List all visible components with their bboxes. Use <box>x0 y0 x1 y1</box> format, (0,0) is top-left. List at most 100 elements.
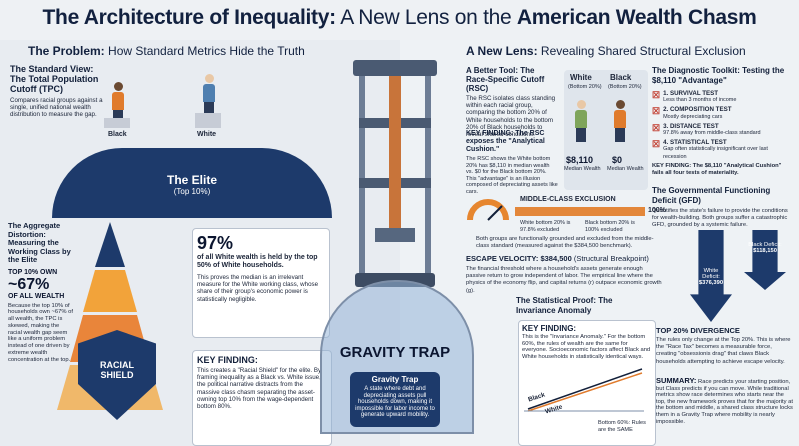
toolkit-test-1: ☒ 1. SURVIVAL TEST Less than 3 months of i… <box>652 90 792 104</box>
rsc-white-value: $8,110 <box>566 155 594 165</box>
proof-heading: The Statistical Proof: The Invariance An… <box>516 296 646 316</box>
left-key-finding-text: This creates a "Racial Shield" for the e… <box>197 367 322 411</box>
rsc-key-finding: KEY FINDING: The RSC exposes the "Analyt… <box>466 130 558 196</box>
gfd-block: The Governmental Functioning Deficit (GF… <box>652 186 792 230</box>
rsc-white-sub: (Bottom 20%) <box>568 84 602 90</box>
escape-title: ESCAPE VELOCITY: $384,500 <box>466 254 572 263</box>
aggregate-block: The Aggregate Distortion: Measuring the … <box>8 221 74 364</box>
test-4-desc: Gap often statistically insignificant ov… <box>663 146 768 160</box>
stat-97-desc: This proves the median is an irrelevant … <box>197 274 319 303</box>
title-bold-2: American Wealth Chasm <box>516 6 757 29</box>
x-icon: ☒ <box>652 122 661 133</box>
rsc-black-sub: (Bottom 20%) <box>608 84 642 90</box>
toolkit-test-4: ☒ 4. STATISTICAL TEST Gap often statistica… <box>652 139 792 161</box>
exclusion-gauge <box>467 199 509 221</box>
divergence-title: TOP 20% DIVERGENCE <box>656 326 740 335</box>
toolkit-test-2: ☒ 2. COMPOSITION TEST Mostly depreciating … <box>652 106 792 120</box>
mce-bar <box>515 207 645 216</box>
title-light: A New Lens on the <box>335 6 517 29</box>
rsc-desc: The RSC isolates class standing within e… <box>466 95 556 139</box>
left-key-finding-card: KEY FINDING: This creates a "Racial Shie… <box>192 350 332 446</box>
x-icon: ☒ <box>652 90 661 100</box>
aggregate-desc: Because the top 10% of households own ~6… <box>8 302 73 363</box>
white-deficit-title: White Deficit: <box>702 268 720 280</box>
proof-bottom-label: Bottom 60%: Rules are the SAME <box>598 420 646 434</box>
escape-velocity: ESCAPE VELOCITY: $384,500 (Structural Br… <box>466 254 662 295</box>
white-deficit-label: White Deficit: $376,390 <box>694 268 728 286</box>
toolkit-finding: KEY FINDING: The $8,110 "Analytical Cush… <box>652 162 782 177</box>
escape-sub: (Structural Breakpoint) <box>571 254 649 263</box>
white-deficit-value: $376,390 <box>698 280 724 286</box>
rsc-key-finding-title: KEY FINDING: The RSC exposes the "Analyt… <box>466 130 545 153</box>
shield-line-1: RACIAL <box>100 360 134 370</box>
mce-percent: 100% <box>648 207 666 214</box>
mce-title: MIDDLE-CLASS EXCLUSION <box>520 196 616 203</box>
gravity-trap-label: GRAVITY TRAP <box>339 344 451 361</box>
summary-block: SUMMARY: Race predicts your starting pos… <box>656 377 794 425</box>
stat-97-text: of all White wealth is held by the top 5… <box>197 254 318 269</box>
gfd-text: Quantifies the state's failure to provid… <box>652 208 788 229</box>
mce-black-legend: Black bottom 20% is 100% excluded <box>585 220 635 234</box>
test-2-desc: Mostly depreciating cars <box>663 113 723 120</box>
test-1-desc: Less than 3 months of income <box>663 97 737 104</box>
rsc-white-label: White <box>570 73 592 82</box>
black-person-figure <box>112 82 124 124</box>
summary-text: Race predicts your starting position, bu… <box>656 379 793 425</box>
shield-line-2: SHIELD <box>100 370 134 380</box>
toolkit-test-3: ☒ 3. DISTANCE TEST 97.8% away from middle-… <box>652 123 792 137</box>
aggregate-subtitle: OF ALL WEALTH <box>8 292 65 300</box>
right-heading-bold: A New Lens: <box>466 44 538 58</box>
right-section-heading: A New Lens: Revealing Shared Structural … <box>466 44 746 58</box>
left-heading-bold: The Problem: <box>28 44 105 58</box>
standard-view: The Standard View: The Total Population … <box>10 64 105 119</box>
white-pedestal <box>195 113 221 128</box>
gfd-title: The Governmental Functioning Deficit (GF… <box>652 186 771 205</box>
proof-key-text: This is the "Invariance Anomaly." For th… <box>522 334 651 360</box>
glass-dome <box>320 280 474 434</box>
proof-key-title: KEY FINDING: <box>522 324 577 333</box>
right-heading-rest: Revealing Shared Structural Exclusion <box>537 44 746 58</box>
test-3-desc: 97.8% away from middle-class standard <box>663 130 761 137</box>
black-pedestal <box>104 118 130 128</box>
hydraulic-press <box>353 60 437 287</box>
elite-subtitle: (Top 10%) <box>173 187 211 196</box>
proof-card: KEY FINDING: This is the "Invariance Ano… <box>518 320 656 446</box>
rsc-black-label: Black <box>610 73 632 82</box>
rsc-black-value-sub: Median Wealth <box>607 166 644 172</box>
rsc-white-value-sub: Median Wealth <box>564 166 601 172</box>
rsc-black-value: $0 <box>612 155 623 165</box>
black-deficit-label: Black Deficit: $118,150 <box>748 242 782 254</box>
page-title: The Architecture of Inequality: A New Le… <box>0 0 799 36</box>
test-2-name: 2. COMPOSITION TEST <box>663 106 732 114</box>
stat-97-card: 97% of all White wealth is held by the t… <box>192 228 330 338</box>
stat-97-value: 97% <box>197 233 234 253</box>
standard-label-white: White <box>197 131 217 138</box>
escape-text: The financial threshold where a househol… <box>466 266 662 294</box>
white-person-figure <box>203 74 215 116</box>
aggregate-title: The Aggregate Distortion: Measuring the … <box>8 221 71 264</box>
test-4-name: 4. STATISTICAL TEST <box>663 139 727 147</box>
standard-view-title: The Standard View: The Total Population … <box>10 64 99 94</box>
test-3-name: 3. DISTANCE TEST <box>663 122 719 130</box>
elite-dome: The Elite (Top 10%) <box>52 148 332 218</box>
rsc-white-figure <box>575 100 587 142</box>
mce-desc: Both groups are functionally grounded an… <box>476 236 654 250</box>
test-1-name: 1. SURVIVAL TEST <box>663 90 719 97</box>
black-deficit-title: Black Deficit: <box>748 242 782 248</box>
aggregate-top-label: TOP 10% OWN <box>8 268 58 276</box>
title-bold-1: The Architecture of Inequality: <box>42 6 337 29</box>
rsc-block: A Better Tool: The Race-Specific Cutoff … <box>466 66 556 138</box>
gravity-trap-card-title: Gravity Trap <box>371 375 419 384</box>
black-deficit-value: $118,150 <box>753 248 777 254</box>
x-icon: ☒ <box>652 139 661 150</box>
rsc-black-figure <box>614 100 626 142</box>
rsc-title: A Better Tool: The Race-Specific Cutoff … <box>466 66 545 93</box>
invariance-chart <box>524 368 644 413</box>
gravity-trap-card-text: A state where debt and depreciating asse… <box>355 386 435 419</box>
standard-view-desc: Compares racial groups against a single,… <box>10 97 103 119</box>
proof-title: The Statistical Proof: The Invariance An… <box>516 296 613 315</box>
left-section-heading: The Problem: How Standard Metrics Hide t… <box>28 44 305 58</box>
divergence-block: TOP 20% DIVERGENCE The rules only change… <box>656 326 794 366</box>
divergence-text: The rules only change at the Top 20%. Th… <box>656 337 791 365</box>
gravity-trap-card: Gravity Trap A state where debt and depr… <box>350 372 440 427</box>
